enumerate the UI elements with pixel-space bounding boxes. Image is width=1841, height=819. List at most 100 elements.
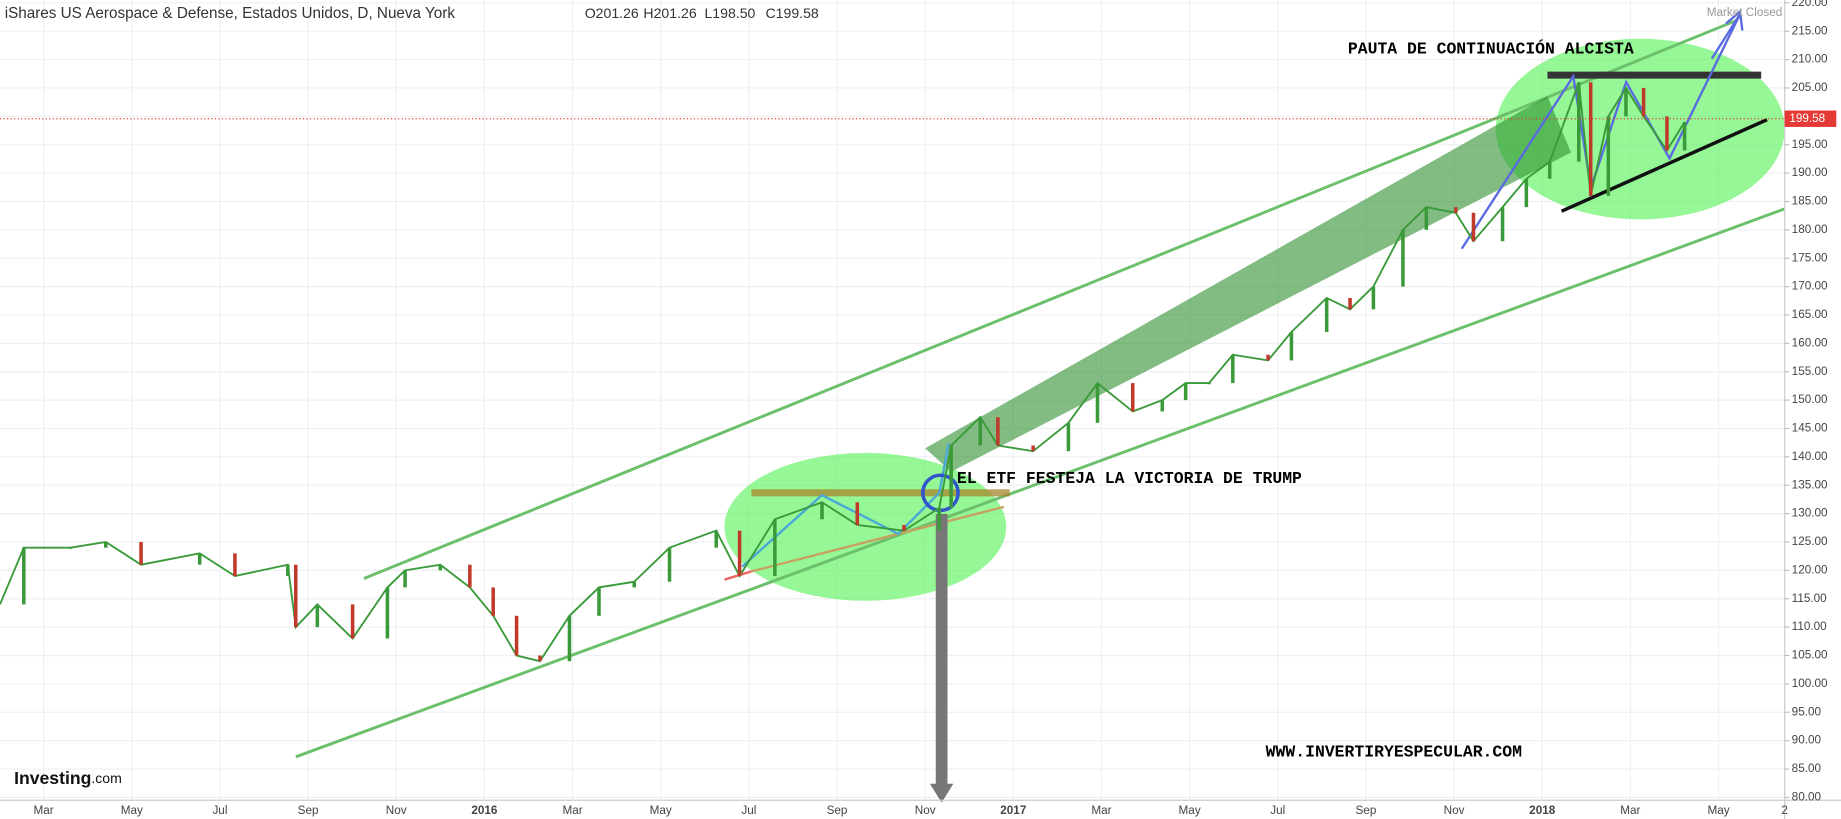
price-candle (1682, 122, 1687, 151)
price-candle (1606, 116, 1611, 196)
y-tick-label: 125.00 (1792, 535, 1828, 548)
x-tick-label: Jul (212, 804, 227, 817)
price-candle (514, 615, 519, 656)
price-candle (1348, 297, 1352, 310)
price-candle (1401, 229, 1405, 287)
x-tick-label: 2016 (471, 804, 498, 817)
x-tick-label: Nov (386, 804, 407, 817)
arrow-head (929, 783, 954, 803)
y-tick-label: 85.00 (1792, 762, 1822, 775)
plot (0, 81, 1687, 663)
x-tick-label: Mar (34, 804, 54, 817)
price-candle (714, 530, 718, 548)
price-candle (1324, 297, 1329, 333)
brand: Investing.com (14, 768, 122, 788)
y-tick-label: 180.00 (1792, 223, 1828, 236)
price-candle (350, 604, 355, 639)
x-tick-label: Mar (1620, 804, 1640, 817)
channel-line (295, 207, 1786, 759)
annotation: EL ETF FESTEJA LA VICTORIA DE TRUMP (957, 469, 1302, 488)
price-candle (1231, 354, 1235, 384)
price-candle (286, 564, 290, 577)
y-tick-label: 215.00 (1792, 24, 1828, 37)
price-candle (538, 655, 542, 662)
y-tick-label: 140.00 (1792, 450, 1828, 463)
price-candle (667, 547, 672, 582)
price-candle (1183, 383, 1188, 401)
x-tick-label: Jul (1270, 804, 1285, 817)
ohlc-low: L198.50 (704, 5, 755, 21)
y-tick-label: 130.00 (1792, 507, 1828, 520)
last-price-label: 199.58 (1789, 112, 1825, 125)
drawings (295, 9, 1786, 803)
price-candle (597, 587, 601, 616)
y-tick-label: 90.00 (1792, 734, 1822, 747)
last-price-box (1784, 110, 1837, 127)
x-tick-label: 2018 (1529, 804, 1556, 817)
x-tick-label: Jul (741, 804, 756, 817)
price-candle (1500, 207, 1505, 242)
y-tick-label: 115.00 (1792, 592, 1827, 605)
price-candle (22, 547, 26, 605)
x-tick-label: May (650, 804, 672, 817)
price-candle (567, 615, 572, 662)
price-candle (1424, 207, 1429, 230)
price-candle (1524, 178, 1529, 208)
y-tick-label: 195.00 (1792, 138, 1828, 151)
price-candle (1130, 383, 1135, 412)
price-candle (902, 524, 906, 531)
price-candle (385, 587, 390, 639)
price-candle (1266, 354, 1270, 361)
x-tick-label: 2017 (1000, 804, 1026, 817)
support-line (751, 505, 1005, 573)
x-tick-label: Nov (1444, 804, 1465, 817)
y-tick-label: 155.00 (1792, 365, 1828, 378)
price-candle (1588, 82, 1593, 196)
y-tick-label: 105.00 (1792, 649, 1828, 662)
y-tick-label: 210.00 (1792, 53, 1828, 66)
price-candle (1624, 87, 1628, 117)
x-tick-label: May (1707, 804, 1729, 817)
price-candle (1371, 286, 1376, 310)
y-tick-label: 95.00 (1792, 705, 1822, 718)
y-tick-label: 175.00 (1792, 251, 1828, 264)
y-tick-label: 160.00 (1792, 336, 1828, 349)
price-candle (438, 564, 443, 571)
x-tick-label: Sep (298, 804, 319, 817)
trend-band (925, 96, 1571, 472)
price-candle (1577, 82, 1581, 162)
y-tick-label: 120.00 (1792, 563, 1828, 576)
price-candle (1454, 207, 1458, 213)
price-line (0, 81, 1686, 663)
brand-name: Investing (14, 768, 91, 788)
y-tick-label: 80.00 (1792, 790, 1822, 803)
market-status: Market Closed (1707, 6, 1783, 19)
y-tick-label: 220.00 (1792, 0, 1828, 9)
arrow-shaft (935, 513, 948, 787)
x-tick-label: Mar (1091, 804, 1111, 817)
price-candle (820, 502, 824, 520)
annotation: WWW.INVERTIRYESPECULAR.COM (1266, 742, 1522, 761)
price-candle (68, 547, 73, 549)
x-tick-label: Sep (1355, 804, 1376, 817)
price-candle (1207, 383, 1211, 385)
price-candle (293, 564, 298, 628)
projection (1710, 13, 1742, 60)
annotation: PAUTA DE CONTINUACIÓN ALCISTA (1348, 40, 1634, 59)
price-candle (773, 519, 777, 577)
price-candle (1095, 383, 1100, 423)
price-candle (737, 530, 742, 577)
y-tick-label: 145.00 (1792, 422, 1828, 435)
price-candle (1160, 400, 1165, 412)
brand-suffix: .com (91, 770, 122, 786)
y-tick-label: 150.00 (1792, 393, 1828, 406)
x-tick-label: Mar (562, 804, 582, 817)
x-tick-label: May (121, 804, 143, 817)
y-tick-label: 100.00 (1792, 677, 1828, 690)
price-candle (1031, 445, 1035, 452)
x-tick-label: Sep (827, 804, 848, 817)
price-candle (315, 604, 320, 628)
price-candle (1066, 422, 1071, 452)
price-candle (1641, 87, 1646, 117)
